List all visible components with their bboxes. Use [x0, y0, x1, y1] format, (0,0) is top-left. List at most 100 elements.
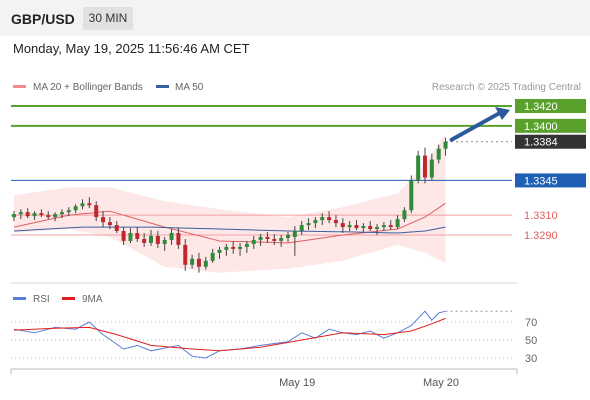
bollinger-legend-swatch	[13, 85, 26, 88]
candle-body	[114, 225, 119, 232]
candle-body	[224, 246, 229, 250]
timeframe-badge[interactable]: 30 MIN	[83, 7, 133, 30]
candle-body	[32, 213, 37, 217]
candle-body	[39, 213, 44, 216]
price-level-box	[515, 134, 586, 149]
copyright-text: Research © 2025 Trading Central	[432, 82, 581, 93]
x-axis-label: May 19	[279, 377, 315, 389]
candle-body	[162, 239, 167, 244]
ma50-line	[13, 226, 446, 234]
candle-body	[313, 220, 318, 224]
candle-body	[320, 217, 325, 221]
symbol-title: GBP/USD	[11, 11, 75, 27]
candle-body	[436, 148, 441, 160]
price-level-label: 1.3400	[524, 121, 558, 133]
candle-body	[279, 237, 284, 241]
candle-body	[375, 227, 380, 230]
rsi-tick-label: 70	[525, 317, 537, 329]
candle-body	[203, 260, 208, 267]
candle-body	[121, 231, 126, 241]
candle-body	[80, 203, 85, 207]
candle-body	[347, 225, 352, 228]
chart-datetime: Monday, May 19, 2025 11:56:46 AM CET	[13, 41, 250, 56]
candle-body	[18, 212, 23, 215]
candle-body	[368, 226, 373, 230]
candle-body	[196, 258, 201, 267]
candle-body	[101, 217, 106, 223]
price-level-box	[515, 99, 586, 113]
rsi-tick-label: 30	[525, 353, 537, 365]
candle-body	[155, 235, 160, 244]
price-level-label: 1.3345	[524, 175, 558, 187]
price-level-label: 1.3420	[524, 101, 558, 113]
candle-body	[59, 212, 64, 215]
candle-body	[238, 246, 243, 249]
x-axis-label: May 20	[423, 377, 459, 389]
candle-body	[299, 225, 304, 232]
candle-body	[231, 246, 236, 249]
candle-body	[135, 233, 140, 239]
candle-body	[53, 214, 58, 218]
candle-body	[327, 217, 332, 221]
ma9-legend-label: 9MA	[82, 294, 103, 305]
candle-body	[354, 225, 359, 229]
ma50-legend-label: MA 50	[175, 82, 204, 93]
candle-body	[149, 235, 153, 243]
candle-body	[251, 239, 256, 244]
candle-body	[142, 238, 147, 243]
candle-body	[244, 243, 249, 247]
candle-body	[443, 141, 448, 149]
candle-body	[272, 238, 277, 241]
candle-body	[128, 233, 133, 241]
candle-body	[258, 236, 263, 240]
bollinger-band-fill	[14, 133, 446, 273]
candle-body	[416, 155, 421, 181]
price-level-label: 1.3290	[524, 230, 558, 242]
rsi-legend-swatch	[13, 297, 26, 300]
candle-body	[306, 223, 311, 226]
bollinger-legend-label: MA 20 + Bollinger Bands	[33, 82, 143, 93]
candle-body	[66, 210, 71, 213]
candle-body	[340, 223, 345, 228]
candle-body	[286, 235, 290, 238]
header-bar: GBP/USD 30 MIN	[0, 0, 590, 36]
candle-body	[423, 155, 427, 178]
candle-body	[388, 225, 393, 228]
ma50-legend-swatch	[156, 85, 169, 88]
price-level-box	[515, 173, 586, 188]
candle-body	[87, 203, 92, 206]
candle-body	[292, 231, 297, 237]
candle-body	[429, 159, 434, 178]
ma20-line	[13, 202, 446, 244]
candle-body	[190, 258, 195, 265]
candle-body	[217, 249, 222, 253]
candle-body	[333, 220, 338, 224]
price-level-box	[515, 118, 586, 133]
candle-body	[176, 233, 181, 245]
candle-body	[265, 236, 270, 239]
candle-body	[183, 244, 188, 265]
candle-body	[46, 215, 51, 218]
candle-body	[409, 180, 414, 211]
candle-body	[395, 219, 400, 228]
candle-body	[12, 214, 16, 218]
ma9-legend-swatch	[62, 297, 75, 300]
rsi-ma-line	[13, 317, 446, 352]
candle-body	[402, 210, 407, 220]
candle-body	[25, 212, 30, 217]
candle-body	[381, 225, 386, 228]
rsi-line	[13, 310, 446, 359]
candle-body	[210, 252, 215, 261]
target-arrow-shaft	[449, 111, 500, 142]
rsi-legend-label: RSI	[33, 294, 50, 305]
candle-body	[361, 226, 366, 229]
candle-body	[169, 233, 174, 240]
candle-body	[107, 222, 112, 226]
rsi-tick-label: 50	[525, 335, 537, 347]
candle-body	[94, 205, 99, 218]
price-level-label: 1.3310	[524, 210, 558, 222]
price-level-label: 1.3384	[524, 137, 558, 149]
candle-body	[73, 206, 78, 211]
target-arrow-head	[495, 106, 510, 120]
